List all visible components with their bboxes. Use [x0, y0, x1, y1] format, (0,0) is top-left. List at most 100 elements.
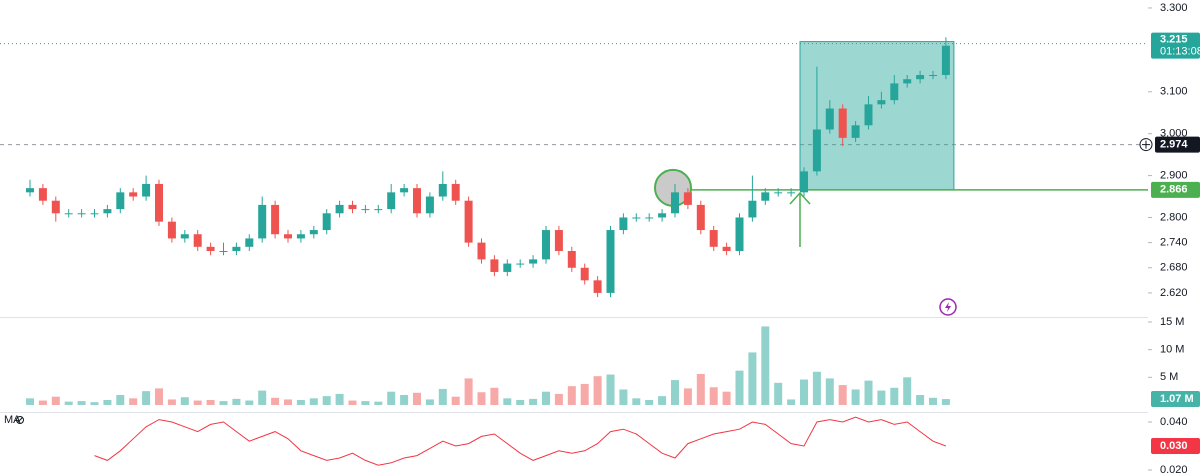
candle-body — [116, 192, 125, 210]
candle-body — [606, 230, 615, 293]
countdown-label: 01:13:08 — [1160, 45, 1200, 57]
volume-bar — [567, 386, 576, 405]
volume-bar — [180, 397, 189, 405]
candle-body — [800, 171, 808, 193]
volume-bar — [361, 401, 370, 405]
candle-body — [335, 204, 344, 214]
volume-bar — [193, 400, 202, 405]
volume-bar — [709, 387, 718, 405]
candle-body — [477, 242, 486, 260]
candle-body — [632, 217, 641, 219]
y-tick-label: 15 M — [1160, 316, 1184, 328]
candle-body — [542, 230, 550, 260]
alert-icon — [945, 302, 951, 312]
volume-bar — [696, 373, 705, 405]
volume-bar — [400, 395, 409, 405]
candle-body — [193, 234, 202, 247]
candle-body — [155, 183, 163, 222]
volume-bar — [129, 398, 138, 405]
volume-bar — [593, 376, 602, 405]
alert-icon[interactable] — [939, 298, 957, 316]
candle-body — [77, 213, 86, 215]
volume-bar — [77, 401, 86, 405]
candle-body — [877, 100, 886, 105]
candle-body — [464, 200, 473, 243]
candle-body — [645, 217, 654, 219]
y-tick-label: 5 M — [1160, 371, 1178, 383]
candle-body — [374, 209, 383, 211]
candle-body — [735, 217, 744, 252]
indicator-name: MA — [4, 414, 21, 426]
volume-bar — [877, 390, 886, 405]
volume-bar — [683, 388, 692, 405]
volume-bar — [116, 395, 125, 405]
volume-bar — [155, 388, 163, 405]
candle-body — [219, 251, 228, 253]
volume-bar — [761, 326, 770, 405]
arrow — [789, 191, 811, 247]
y-tick-label: 2.740 — [1160, 237, 1188, 249]
ma-value-label: 0.030 — [1160, 440, 1188, 452]
ma-tag — [1151, 438, 1200, 455]
volume-bar — [748, 352, 757, 405]
y-tick-label: 3.300 — [1160, 2, 1188, 14]
candle-body — [941, 45, 950, 76]
volume-bar — [258, 390, 267, 405]
candle-body — [787, 192, 796, 194]
volume-bar — [929, 397, 937, 405]
volume-bar — [167, 399, 176, 405]
volume-bar — [451, 396, 460, 405]
volume-bar — [722, 391, 731, 405]
y-tick-label: 3.100 — [1160, 86, 1188, 98]
candle-body — [529, 259, 538, 264]
volume-bar — [645, 399, 654, 405]
volume-bar — [425, 399, 434, 405]
y-tick-label: 10 M — [1160, 344, 1184, 356]
candle-body — [709, 230, 718, 247]
hide-icon[interactable] — [16, 416, 24, 424]
candle-body — [593, 280, 602, 293]
volume-bar — [542, 391, 550, 405]
candle-body — [361, 209, 370, 211]
candle-body — [180, 234, 189, 239]
candle-body — [812, 129, 821, 172]
volume-bar — [322, 396, 331, 405]
candle-body — [90, 213, 99, 215]
volume-bar — [658, 396, 667, 405]
volume-bar — [387, 391, 396, 405]
volume-bar — [516, 399, 525, 405]
candle-body — [567, 251, 576, 268]
volume-bar — [916, 395, 925, 405]
crosshair-price-label: 2.974 — [1160, 138, 1188, 150]
volume-bar — [503, 398, 512, 405]
candle-body — [580, 267, 589, 281]
crosshair-price-tag — [1155, 136, 1200, 153]
candle-body — [748, 200, 757, 218]
volume-bar — [284, 399, 292, 405]
candle-body — [258, 204, 267, 239]
volume-bar — [671, 380, 679, 405]
volume-bar — [787, 399, 796, 405]
candle-body — [26, 188, 34, 193]
candle-body — [206, 246, 215, 252]
volume-bar — [490, 387, 499, 405]
volume-bar — [438, 388, 447, 405]
candle-body — [838, 108, 847, 138]
candle-body — [129, 192, 138, 197]
volume-label: 1.07 M — [1160, 393, 1194, 405]
candle-body — [774, 192, 783, 194]
target-box — [799, 41, 955, 191]
candle-body — [864, 104, 873, 126]
volume-bar — [825, 378, 834, 405]
candle-body — [167, 221, 176, 239]
candle-body — [348, 204, 357, 210]
candle-body — [271, 204, 280, 235]
crosshair-add-icon — [1142, 140, 1150, 149]
candle-body — [929, 75, 937, 77]
candle-body — [671, 192, 679, 214]
candle-body — [103, 209, 112, 214]
volume-tag — [1151, 391, 1200, 408]
volume-bar — [529, 398, 538, 405]
candle-body — [554, 230, 563, 252]
volume-bar — [554, 393, 563, 405]
